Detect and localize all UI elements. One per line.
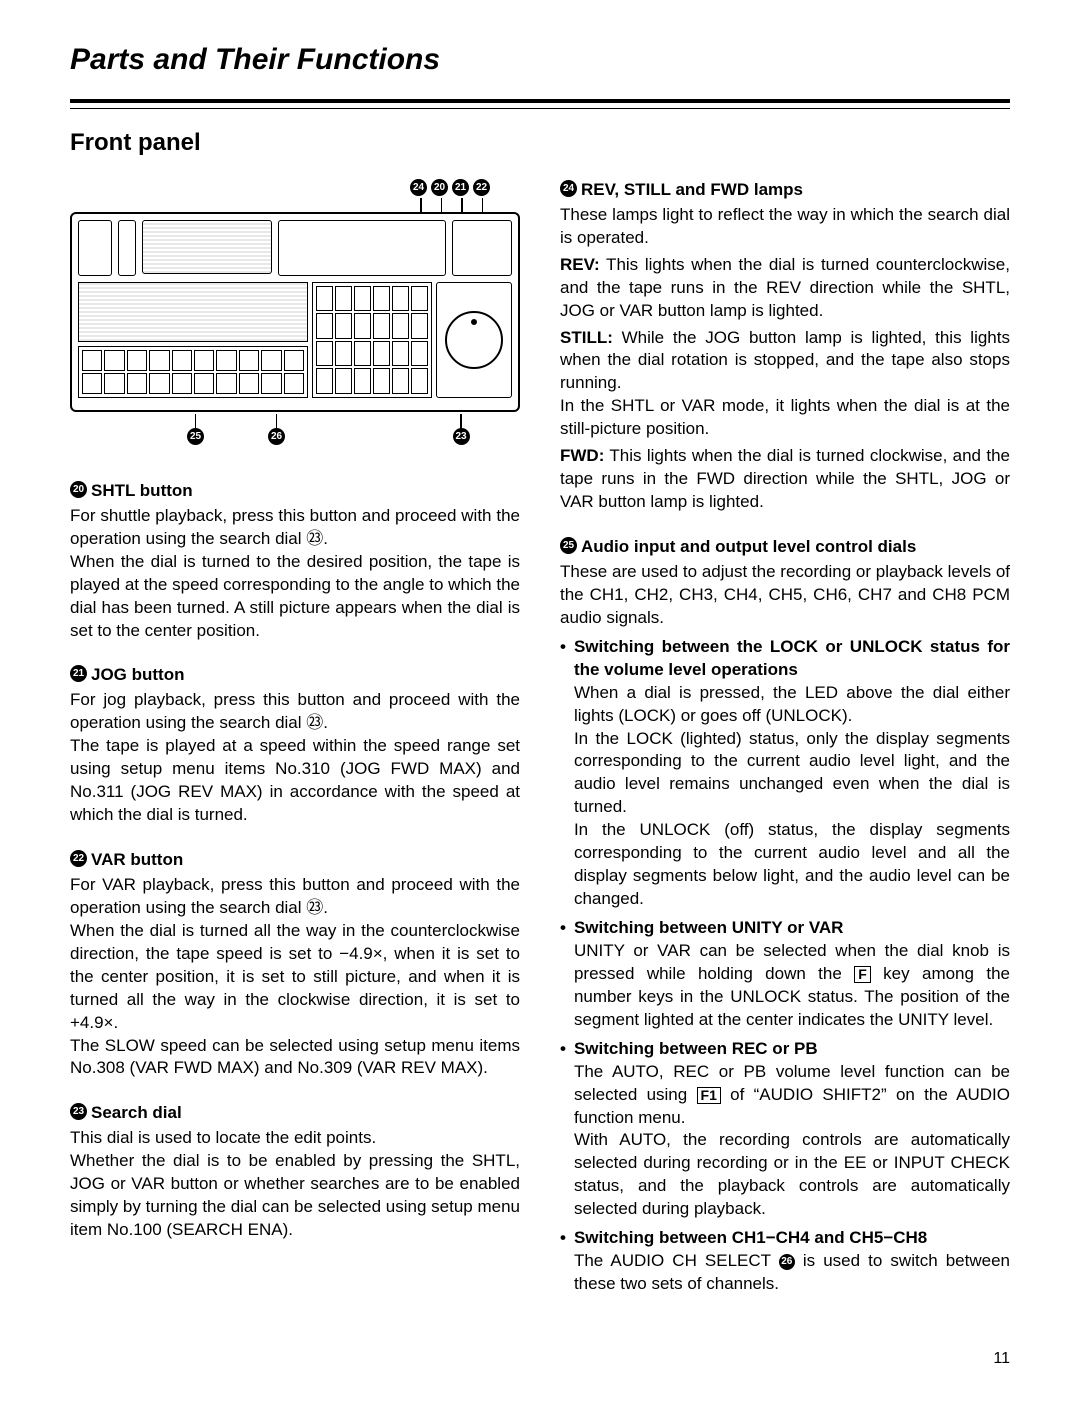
entry-25-title: Audio input and output level control dia… [581, 536, 916, 559]
callout-25-leader: 25 [187, 414, 204, 445]
callout-26-leader: 26 [268, 414, 285, 445]
callout-24-icon: 24 [410, 179, 427, 196]
num-22-icon: 22 [70, 850, 87, 867]
bullet-title: Switching between REC or PB [574, 1038, 1010, 1061]
page-number: 11 [70, 1348, 1010, 1370]
entry-24-intro: These lamps light to reflect the way in … [560, 204, 1010, 250]
bullet-title: Switching between the LOCK or UNLOCK sta… [574, 636, 1010, 682]
sub-label: REV: [560, 255, 600, 274]
search-dial-graphic [436, 282, 512, 398]
bullet-body: The AUTO, REC or PB volume level functio… [574, 1061, 1010, 1222]
entry-24-sub-2: FWD: This lights when the dial is turned… [560, 445, 1010, 514]
callout-23-icon: 23 [453, 428, 470, 445]
keycap-f1: F1 [697, 1087, 721, 1104]
entry-24-sub-1: STILL: While the JOG button lamp is ligh… [560, 327, 1010, 442]
left-column: 24202122 [70, 179, 520, 1318]
entry-24: 24 REV, STILL and FWD lamps These lamps … [560, 179, 1010, 514]
entry-22: 22VAR buttonFor VAR playback, press this… [70, 849, 520, 1080]
bullet-body: The AUDIO CH SELECT 26 is used to switch… [574, 1250, 1010, 1296]
entry-25: 25 Audio input and output level control … [560, 536, 1010, 1296]
entry-24-title: REV, STILL and FWD lamps [581, 179, 803, 202]
entry-25-bullet-2: Switching between REC or PBThe AUTO, REC… [560, 1038, 1010, 1222]
sub-label: FWD: [560, 446, 604, 465]
num-24-icon: 24 [560, 180, 577, 197]
entry-21: 21JOG buttonFor jog playback, press this… [70, 664, 520, 827]
callout-23-leader: 23 [453, 414, 470, 445]
entry-20-title: SHTL button [91, 480, 193, 503]
entry-25-bullet-1: Switching between UNITY or VARUNITY or V… [560, 917, 1010, 1032]
callout-22-icon: 22 [473, 179, 490, 196]
bullet-title: Switching between CH1−CH4 and CH5−CH8 [574, 1227, 1010, 1250]
num-23-icon: 23 [70, 1103, 87, 1120]
entry-23: 23Search dialThis dial is used to locate… [70, 1102, 520, 1242]
bullet-body: UNITY or VAR can be selected when the di… [574, 940, 1010, 1032]
diagram-box [70, 212, 520, 412]
keycap-f: F [854, 966, 871, 983]
bullet-body: When a dial is pressed, the LED above th… [574, 682, 1010, 911]
bullet-title: Switching between UNITY or VAR [574, 917, 1010, 940]
entry-24-sub-0: REV: This lights when the dial is turned… [560, 254, 1010, 323]
entry-23-body: This dial is used to locate the edit poi… [70, 1127, 520, 1242]
entry-25-bullet-0: Switching between the LOCK or UNLOCK sta… [560, 636, 1010, 911]
entry-21-body: For jog playback, press this button and … [70, 689, 520, 827]
entry-22-title: VAR button [91, 849, 183, 872]
right-column: 24 REV, STILL and FWD lamps These lamps … [560, 179, 1010, 1318]
callout-25-icon: 25 [187, 428, 204, 445]
callout-21-icon: 21 [452, 179, 469, 196]
section-title: Front panel [70, 127, 1010, 159]
sub-label: STILL: [560, 328, 613, 347]
entry-22-body: For VAR playback, press this button and … [70, 874, 520, 1080]
num-20-icon: 20 [70, 481, 87, 498]
entry-20: 20SHTL buttonFor shuttle playback, press… [70, 480, 520, 643]
entry-25-bullet-3: Switching between CH1−CH4 and CH5−CH8The… [560, 1227, 1010, 1296]
num-25-icon: 25 [560, 537, 577, 554]
callout-20-icon: 20 [431, 179, 448, 196]
callout-26-icon: 26 [268, 428, 285, 445]
ref-26-icon: 26 [779, 1254, 795, 1270]
entry-25-intro: These are used to adjust the recording o… [560, 561, 1010, 630]
device-diagram: 24202122 [70, 179, 520, 448]
num-21-icon: 21 [70, 665, 87, 682]
page-title: Parts and Their Functions [70, 40, 1010, 81]
entry-23-title: Search dial [91, 1102, 182, 1125]
title-rule [70, 99, 1010, 109]
entry-21-title: JOG button [91, 664, 184, 687]
entry-20-body: For shuttle playback, press this button … [70, 505, 520, 643]
